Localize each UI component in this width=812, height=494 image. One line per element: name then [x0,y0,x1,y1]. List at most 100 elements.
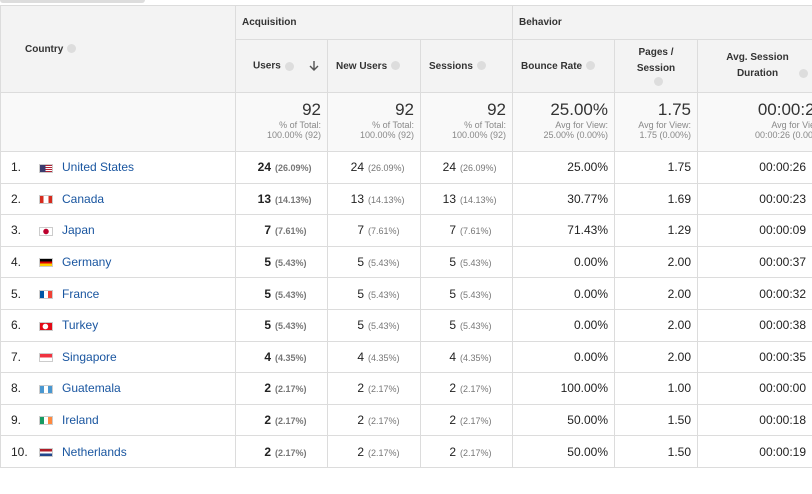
country-link[interactable]: Germany [62,255,112,270]
help-icon[interactable] [284,61,294,71]
metric-value: 2 [357,444,364,459]
metric-percent: (5.43%) [460,321,492,332]
metric-cell: 50.00% [512,403,615,437]
metric-value: 1.75 [667,160,691,175]
country-header[interactable]: Country [0,5,236,93]
metric-cell: 1.50 [614,435,698,468]
country-link[interactable]: United States [62,160,135,175]
metric-percent: (5.43%) [275,289,307,300]
column-title: Avg. Session Duration [726,52,789,79]
country-link[interactable]: Netherlands [62,444,127,459]
metric-cell: 7 (7.61%) [420,214,513,247]
metric-cell: 1.29 [614,214,698,247]
metric-cell: 7 (7.61%) [235,214,328,247]
country-link[interactable]: Turkey [62,318,99,333]
metric-value: 5 [357,286,364,301]
country-link[interactable]: France [62,286,100,301]
metric-percent: (2.17%) [460,447,492,458]
metric-value: 2 [264,444,271,459]
metric-percent: (2.17%) [275,384,307,395]
metric-cell: 4 (4.35%) [420,340,513,374]
metric-percent: (4.35%) [275,352,307,363]
metric-value: 2 [357,413,364,428]
metric-percent: (5.43%) [275,258,307,269]
metric-cell: 5 (5.43%) [327,277,421,310]
metric-value: 50.00% [567,413,608,428]
total-cell: 92% of Total: 100.00% (92) [235,92,328,152]
total-cell: 92% of Total: 100.00% (92) [327,92,421,152]
metric-value: 7 [357,223,364,238]
metric-value: 00:00:19 [759,444,807,459]
header-text: Country [25,43,64,55]
metric-percent: (5.43%) [368,258,400,269]
tab [0,0,145,3]
metric-value: 2 [449,444,456,459]
totals-label [0,92,236,152]
metric-value: 5 [449,286,456,301]
total-value: 92 [487,100,506,119]
flag-icon [39,290,53,299]
metric-cell: 2 (2.17%) [235,403,328,437]
metric-value: 0.00% [573,349,608,364]
help-icon[interactable] [799,68,808,78]
total-note: % of Total: [464,120,506,130]
country-cell: 10. Netherlands [0,435,236,468]
metric-cell: 00:00:37 [696,245,812,279]
flag-icon [39,353,53,363]
column-header[interactable]: Avg. Session Duration [696,39,812,93]
metric-cell: 2.00 [614,308,698,342]
help-icon[interactable] [391,61,401,71]
metric-cell: 2 (2.17%) [420,372,513,405]
total-note: % of Total: [372,120,414,130]
metric-cell: 4 (4.35%) [235,340,328,374]
metric-percent: (26.09%) [368,163,405,174]
country-link[interactable]: Singapore [62,349,117,364]
metric-cell: 0.00% [512,245,615,279]
country-link[interactable]: Canada [62,191,105,206]
total-value: 92 [302,100,321,119]
column-header[interactable]: Sessions [420,39,513,93]
metric-cell: 00:00:23 [696,182,812,216]
metric-value: 1.69 [667,191,691,206]
row-index: 5. [11,286,22,301]
metric-cell: 13 (14.13%) [235,182,328,216]
metric-value: 5 [449,318,456,333]
metric-value: 13 [350,191,364,206]
metric-value: 0.00% [573,286,608,301]
sort-arrow[interactable] [308,60,320,72]
data-row: 10. Netherlands 2 (2.17%) 2 (2.17%) 2 (2.17%) 50… [0,435,812,468]
help-icon[interactable] [653,77,663,87]
data-row: 1. United States 24 (26.09%) 24 (26.09%) 24 (26… [0,151,812,184]
country-link[interactable]: Ireland [62,413,99,428]
data-row: 8. Guatemala 2 (2.17%) 2 (2.17%) 2 (2.17%) 100.0… [0,372,812,405]
column-title: Pages / Session [636,46,676,74]
metric-value: 2.00 [667,318,691,333]
column-header[interactable]: New Users [327,39,421,93]
metric-value: 24 [442,160,456,175]
row-index: 6. [11,318,22,333]
metric-cell: 13 (14.13%) [327,182,421,216]
help-icon[interactable] [67,44,77,54]
help-icon[interactable] [586,61,596,71]
help-icon[interactable] [476,61,486,71]
total-cell: 92% of Total: 100.00% (92) [420,92,513,152]
column-header[interactable]: Pages / Session [614,39,698,93]
metric-cell: 5 (5.43%) [235,308,328,342]
data-row: 6. Turkey 5 (5.43%) 5 (5.43%) 5 (5.43%) 0.00% 2.0… [0,308,812,342]
metric-value: 2 [449,413,456,428]
metric-cell: 24 (26.09%) [235,151,328,184]
metric-cell: 5 (5.43%) [420,308,513,342]
metric-percent: (5.43%) [368,321,400,332]
metric-percent: (26.09%) [460,163,497,174]
metric-cell: 5 (5.43%) [235,245,328,279]
country-link[interactable]: Japan [62,223,95,238]
metric-value: 7 [449,223,456,238]
metric-value: 00:00:23 [759,191,807,206]
country-link[interactable]: Guatemala [62,381,121,396]
metric-percent: (7.61%) [368,226,400,237]
total-value: 25.00% [550,100,608,119]
metric-percent: (14.13%) [275,194,312,205]
metric-value: 00:00:26 [759,160,807,175]
column-header[interactable]: Users [235,39,328,93]
column-header[interactable]: Bounce Rate [512,39,615,93]
